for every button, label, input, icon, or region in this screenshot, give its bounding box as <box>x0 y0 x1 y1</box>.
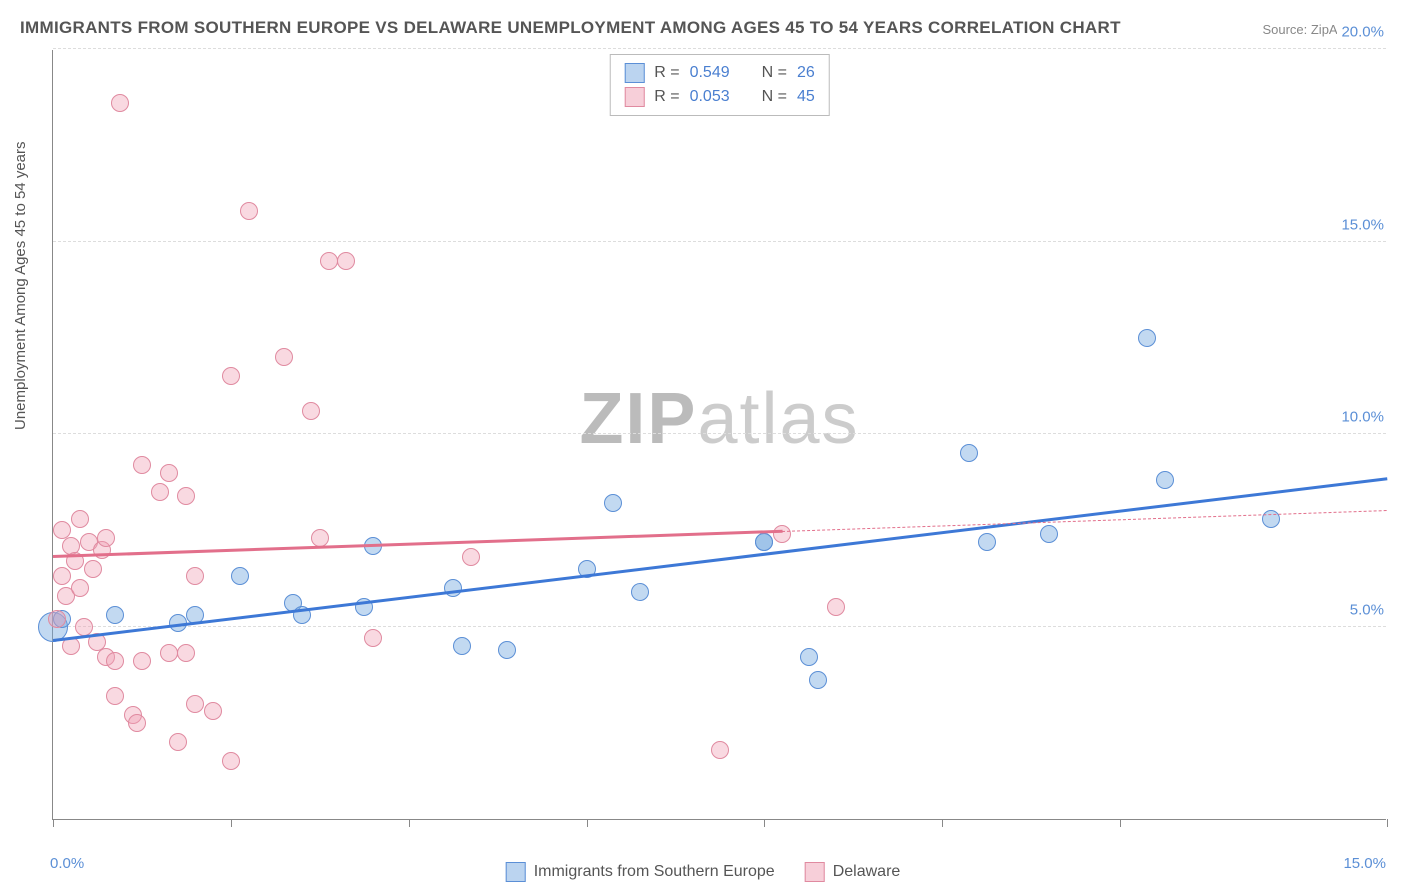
x-tick <box>409 819 410 827</box>
scatter-point-blue <box>960 444 978 462</box>
r-label: R = <box>654 88 679 106</box>
scatter-point-pink <box>177 644 195 662</box>
chart-title: IMMIGRANTS FROM SOUTHERN EUROPE VS DELAW… <box>20 18 1121 38</box>
n-value-blue: 26 <box>797 64 815 82</box>
scatter-point-pink <box>160 464 178 482</box>
scatter-point-pink <box>53 567 71 585</box>
legend-label-pink: Delaware <box>833 863 901 881</box>
scatter-point-blue <box>1156 471 1174 489</box>
swatch-pink-icon <box>624 87 644 107</box>
scatter-point-pink <box>222 367 240 385</box>
watermark-light: atlas <box>697 379 859 459</box>
scatter-point-pink <box>71 579 89 597</box>
scatter-point-blue <box>498 641 516 659</box>
scatter-point-blue <box>1040 525 1058 543</box>
scatter-point-pink <box>222 752 240 770</box>
stats-row-blue: R = 0.549 N = 26 <box>624 61 815 85</box>
x-tick <box>1120 819 1121 827</box>
x-tick <box>942 819 943 827</box>
scatter-point-pink <box>151 483 169 501</box>
gridline <box>53 48 1386 49</box>
gridline <box>53 433 1386 434</box>
x-axis-max-label: 15.0% <box>1343 855 1386 872</box>
scatter-point-pink <box>75 618 93 636</box>
scatter-point-pink <box>302 402 320 420</box>
stats-row-pink: R = 0.053 N = 45 <box>624 85 815 109</box>
x-axis-min-label: 0.0% <box>50 855 84 872</box>
r-label: R = <box>654 64 679 82</box>
swatch-blue-icon <box>506 862 526 882</box>
scatter-point-blue <box>631 583 649 601</box>
scatter-point-pink <box>186 567 204 585</box>
scatter-point-pink <box>111 94 129 112</box>
scatter-point-pink <box>160 644 178 662</box>
swatch-pink-icon <box>805 862 825 882</box>
n-value-pink: 45 <box>797 88 815 106</box>
r-value-pink: 0.053 <box>690 88 730 106</box>
scatter-point-pink <box>97 529 115 547</box>
scatter-point-pink <box>133 652 151 670</box>
scatter-point-pink <box>320 252 338 270</box>
scatter-point-pink <box>827 598 845 616</box>
scatter-point-pink <box>711 741 729 759</box>
legend-item-blue: Immigrants from Southern Europe <box>506 862 775 882</box>
scatter-point-blue <box>453 637 471 655</box>
trend-line-pink <box>53 529 782 557</box>
series-legend: Immigrants from Southern Europe Delaware <box>506 862 901 882</box>
y-tick-label: 20.0% <box>1337 24 1388 41</box>
scatter-point-pink <box>462 548 480 566</box>
scatter-point-blue <box>755 533 773 551</box>
scatter-point-blue <box>106 606 124 624</box>
x-tick <box>1387 819 1388 827</box>
watermark-text: ZIPatlas <box>579 378 859 460</box>
scatter-point-blue <box>800 648 818 666</box>
scatter-point-blue <box>604 494 622 512</box>
chart-plot-area: ZIPatlas R = 0.549 N = 26 R = 0.053 N = … <box>52 50 1386 820</box>
scatter-point-blue <box>1262 510 1280 528</box>
scatter-point-blue <box>1138 329 1156 347</box>
scatter-point-pink <box>133 456 151 474</box>
gridline <box>53 241 1386 242</box>
r-value-blue: 0.549 <box>690 64 730 82</box>
swatch-blue-icon <box>624 63 644 83</box>
scatter-point-pink <box>177 487 195 505</box>
scatter-point-pink <box>275 348 293 366</box>
scatter-point-pink <box>84 560 102 578</box>
legend-item-pink: Delaware <box>805 862 901 882</box>
gridline <box>53 626 1386 627</box>
scatter-point-pink <box>106 687 124 705</box>
scatter-point-pink <box>128 714 146 732</box>
scatter-point-blue <box>809 671 827 689</box>
y-tick-label: 15.0% <box>1337 216 1388 233</box>
trend-line-blue <box>53 478 1387 642</box>
scatter-point-pink <box>240 202 258 220</box>
y-tick-label: 10.0% <box>1337 409 1388 426</box>
scatter-point-blue <box>978 533 996 551</box>
y-tick-label: 5.0% <box>1346 601 1388 618</box>
scatter-point-pink <box>337 252 355 270</box>
legend-label-blue: Immigrants from Southern Europe <box>534 863 775 881</box>
scatter-point-pink <box>48 610 66 628</box>
scatter-point-pink <box>186 695 204 713</box>
scatter-point-pink <box>773 525 791 543</box>
scatter-point-pink <box>169 733 187 751</box>
scatter-point-blue <box>231 567 249 585</box>
scatter-point-pink <box>311 529 329 547</box>
scatter-point-blue <box>444 579 462 597</box>
n-label: N = <box>762 64 787 82</box>
stats-legend: R = 0.549 N = 26 R = 0.053 N = 45 <box>609 54 830 116</box>
scatter-point-pink <box>71 510 89 528</box>
x-tick <box>53 819 54 827</box>
watermark-bold: ZIP <box>579 379 697 459</box>
scatter-point-pink <box>204 702 222 720</box>
x-tick <box>231 819 232 827</box>
x-tick <box>764 819 765 827</box>
scatter-point-pink <box>106 652 124 670</box>
scatter-point-pink <box>364 629 382 647</box>
y-axis-title: Unemployment Among Ages 45 to 54 years <box>12 141 29 430</box>
n-label: N = <box>762 88 787 106</box>
x-tick <box>587 819 588 827</box>
